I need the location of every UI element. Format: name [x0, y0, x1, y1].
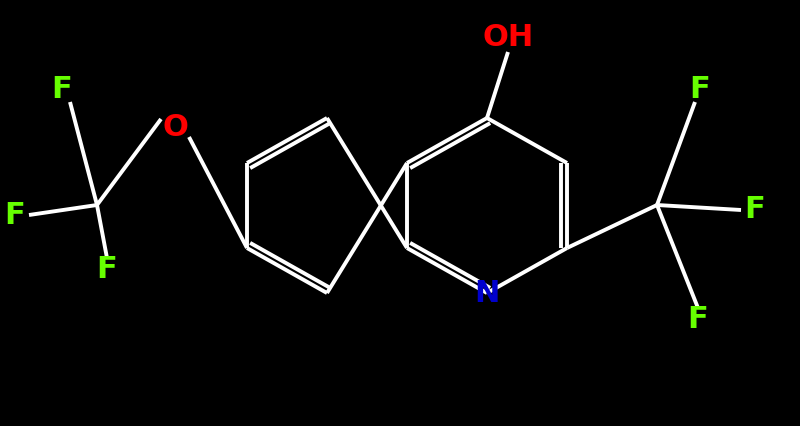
Text: F: F — [688, 305, 708, 334]
Text: F: F — [690, 75, 710, 104]
Text: F: F — [5, 201, 26, 230]
Text: N: N — [474, 279, 500, 308]
Text: F: F — [745, 196, 766, 225]
Text: O: O — [162, 112, 188, 141]
Text: F: F — [97, 256, 118, 285]
Text: OH: OH — [482, 23, 534, 52]
Text: F: F — [52, 75, 72, 104]
